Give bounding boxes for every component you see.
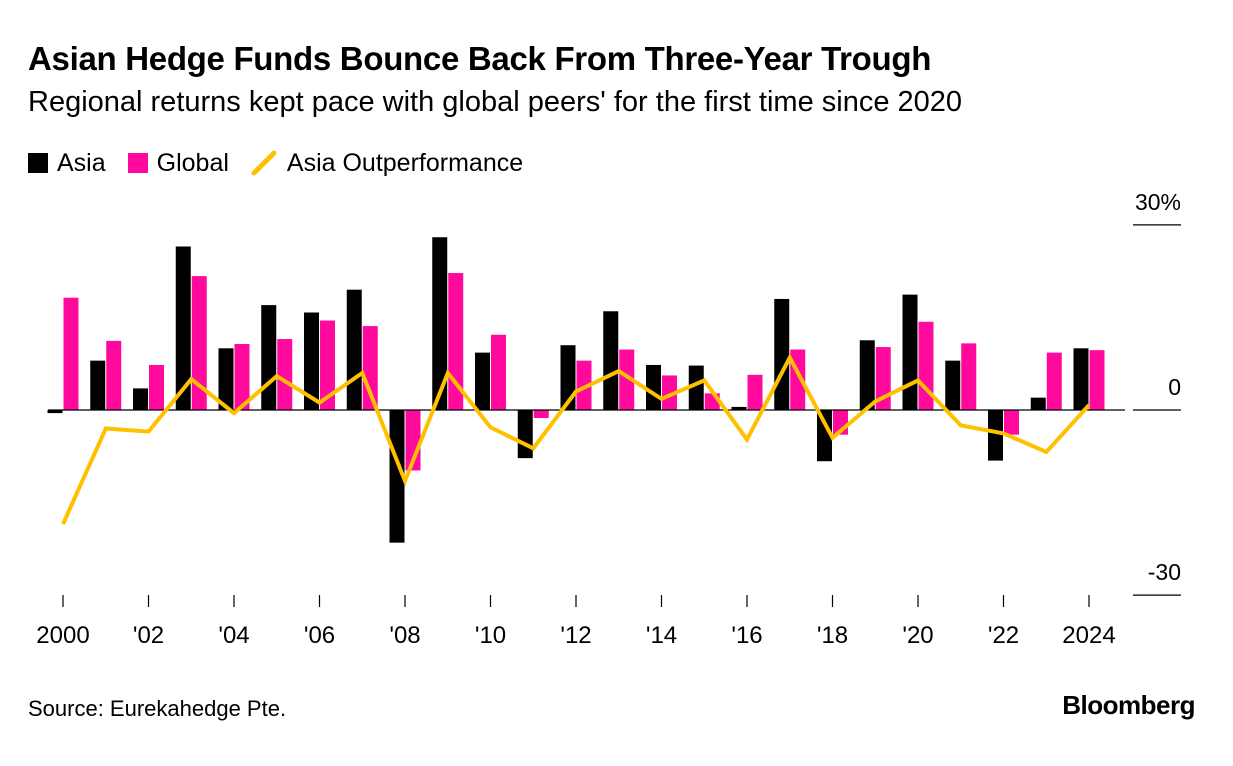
x-tick-label-2006: '06	[304, 622, 335, 649]
bar-asia-2018	[817, 410, 832, 462]
bar-global-2013	[619, 349, 635, 410]
bar-asia-2013	[603, 311, 619, 410]
legend-swatch-global	[127, 153, 148, 173]
bar-asia-2004	[218, 348, 234, 410]
bar-asia-2015	[688, 365, 704, 410]
legend-item-outperformance: Asia Outperformance	[251, 149, 523, 178]
bar-global-2010	[491, 334, 506, 410]
bar-asia-2011	[517, 410, 533, 459]
bar-asia-2009	[432, 237, 448, 410]
bar-global-2022	[1004, 410, 1019, 435]
chart-title: Asian Hedge Funds Bounce Back From Three…	[28, 40, 932, 77]
bar-global-2024	[1089, 350, 1105, 410]
brand-logo: Bloomberg	[1062, 690, 1195, 720]
bar-asia-2003	[175, 246, 191, 410]
x-tick-label-2008: '08	[389, 622, 420, 649]
bar-asia-2019	[859, 340, 875, 410]
bar-asia-2022	[988, 410, 1003, 461]
bar-global-2002	[149, 364, 164, 410]
x-tick-label-2022: '22	[988, 622, 1019, 649]
bar-global-2001	[106, 340, 122, 410]
x-tick-label-2024: 2024	[1062, 622, 1115, 649]
x-tick-label-2000: 2000	[36, 622, 89, 649]
legend-item-global: Global	[127, 148, 229, 178]
x-tick-label-2018: '18	[817, 622, 848, 649]
legend-item-asia: Asia	[28, 149, 106, 178]
bar-asia-2014	[646, 364, 661, 410]
x-tick-label-2014: '14	[646, 622, 677, 649]
legend-label-global: Global	[156, 148, 229, 177]
bar-global-2012	[576, 360, 592, 410]
line-asia-outperformance	[61, 353, 1091, 525]
x-tick-label-2012: '12	[560, 622, 591, 649]
x-tick-label-2002: '02	[133, 622, 164, 649]
bar-global-2021	[961, 343, 977, 410]
bar-global-2004	[234, 343, 250, 410]
x-tick-label-2010: '10	[475, 622, 506, 649]
bar-asia-2002	[133, 388, 148, 410]
chart-subtitle: Regional returns kept pace with global p…	[28, 86, 963, 118]
bar-global-2011	[533, 410, 549, 419]
bar-asia-2006	[304, 312, 319, 410]
source-note: Source: Eurekahedge Pte.	[28, 696, 287, 721]
bar-asia-2024	[1073, 348, 1089, 410]
x-tick-label-2016: '16	[731, 622, 762, 649]
bar-asia-2010	[475, 352, 490, 410]
bar-asia-2020	[902, 294, 918, 410]
legend: Asia Global Asia Outperformance	[28, 146, 545, 180]
legend-swatch-outperformance	[251, 150, 277, 176]
bar-global-2020	[918, 321, 934, 410]
bar-global-2023	[1046, 352, 1062, 410]
bar-global-2005	[277, 339, 293, 410]
bar-asia-2000	[47, 410, 63, 414]
bar-asia-2005	[261, 305, 277, 410]
bar-asia-2012	[560, 345, 576, 410]
bar-asia-2001	[90, 360, 106, 410]
legend-label-outperformance: Asia Outperformance	[286, 148, 524, 177]
bar-asia-2016	[731, 406, 747, 410]
bar-asia-2021	[945, 360, 961, 410]
bar-global-2000	[63, 297, 79, 410]
y-tick-label-2: -30	[1148, 559, 1181, 585]
bar-global-2003	[191, 276, 207, 410]
bar-asia-2023	[1030, 397, 1046, 410]
x-tick-label-2004: '04	[218, 622, 249, 649]
legend-label-asia: Asia	[57, 148, 106, 177]
legend-swatch-asia	[28, 153, 48, 173]
y-tick-label-1: 0	[1168, 374, 1181, 400]
bar-asia-2007	[346, 289, 362, 410]
bar-global-2014	[662, 375, 677, 410]
x-tick-label-2020: '20	[902, 622, 933, 649]
bar-asia-2008	[389, 410, 405, 543]
y-tick-label-0: 30%	[1135, 189, 1181, 215]
bar-global-2006	[320, 320, 335, 410]
bar-asia-2017	[774, 298, 790, 410]
bar-global-2016	[747, 374, 763, 410]
